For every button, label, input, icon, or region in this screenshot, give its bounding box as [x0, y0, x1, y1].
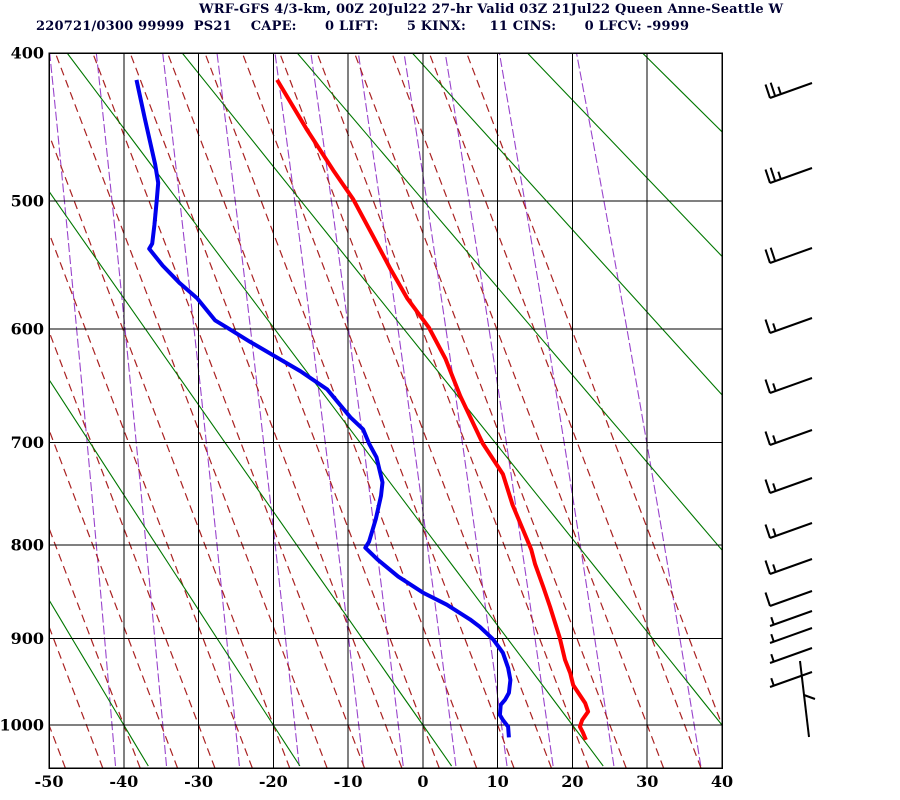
moist-adiabat-line: [428, 53, 702, 768]
moist-adiabat-line: [166, 53, 440, 768]
moist-adiabat-line: [49, 526, 141, 768]
moist-adiabat-line: [353, 53, 627, 768]
temperature-curve: [275, 78, 591, 741]
wind-barb: [769, 671, 813, 688]
wind-barb: [764, 590, 813, 607]
temperature-tick-labels: -50 -40 -30 -20 -10 0 10 20 30 40: [35, 772, 734, 791]
surface-wind-barb: [799, 660, 816, 738]
wind-barb: [764, 429, 813, 446]
mixing-ratio-line: [162, 53, 240, 767]
mixing-ratio-lines: [49, 53, 702, 767]
wind-barbs: [764, 82, 816, 738]
mixing-ratio-line: [498, 53, 615, 767]
dry-adiabat-line: [527, 53, 722, 258]
dry-adiabat-line: [181, 53, 722, 726]
temperature-tick-label: 10: [487, 772, 509, 791]
moist-adiabat-line: [0, 53, 28, 768]
temperature-tick-label: -20: [259, 772, 288, 791]
wind-barb: [764, 477, 813, 494]
wind-barb: [764, 317, 813, 334]
temperature-tick-label: 30: [636, 772, 658, 791]
wind-barb: [764, 377, 813, 394]
wind-barb: [769, 610, 813, 627]
wind-barb: [764, 167, 813, 184]
pressure-tick-label: 700: [11, 433, 44, 452]
wind-barb: [764, 522, 813, 539]
mixing-ratio-line: [403, 53, 508, 767]
dry-adiabat-line: [296, 53, 722, 551]
moist-adiabat-line: [54, 53, 328, 768]
dry-adiabat-line: [66, 53, 604, 767]
temperature-tick-label: -40: [109, 772, 138, 791]
wind-barb: [764, 247, 813, 264]
dry-adiabat-line: [642, 53, 722, 133]
temperature-tick-label: -10: [334, 772, 363, 791]
pressure-tick-labels: 400 500 600 700 800 900 1000: [0, 44, 44, 735]
moist-adiabat-line: [49, 428, 179, 768]
wind-barb: [764, 82, 813, 99]
temperature-tick-label: -50: [35, 772, 64, 791]
moist-adiabat-lines: [0, 53, 722, 768]
mixing-ratio-line: [357, 53, 457, 767]
moist-adiabat-line: [49, 329, 216, 768]
mixing-ratio-line: [49, 53, 117, 767]
pressure-tick-label: 1000: [0, 716, 44, 735]
mixing-ratio-line: [575, 53, 702, 767]
dry-adiabat-line: [411, 53, 722, 396]
moist-adiabat-line: [316, 53, 590, 768]
temperature-tick-label: -30: [184, 772, 213, 791]
mixing-ratio-line: [274, 53, 364, 767]
chart-subtitle-indices: 220721/0300 99999 PS21 CAPE: 0 LIFT: 5 K…: [36, 19, 690, 34]
dry-adiabat-lines: [49, 53, 722, 767]
moist-adiabat-line: [391, 53, 665, 768]
moist-adiabat-line: [49, 723, 66, 768]
temperature-trace: [275, 78, 591, 741]
dewpoint-trace: [134, 79, 513, 738]
wind-barb: [769, 647, 813, 664]
moist-adiabat-line: [279, 53, 552, 768]
moist-adiabat-line: [49, 231, 253, 768]
wind-barb: [769, 627, 813, 644]
moist-adiabat-line: [49, 624, 104, 768]
pressure-tick-label: 600: [11, 319, 44, 338]
chart-title: WRF-GFS 4/3-km, 00Z 20Jul22 27-hr Valid …: [199, 2, 784, 17]
mixing-ratio-line: [310, 53, 404, 767]
mixing-ratio-line: [95, 53, 168, 767]
dry-adiabat-line: [49, 598, 149, 767]
pressure-tick-label: 800: [11, 535, 44, 554]
grid-lines: [48, 52, 723, 769]
mixing-ratio-line: [216, 53, 300, 767]
moist-adiabat-line: [49, 132, 291, 768]
moist-adiabat-line: [204, 53, 478, 768]
pressure-tick-label: 500: [11, 191, 44, 210]
temperature-tick-label: 20: [561, 772, 583, 791]
mixing-ratio-line: [444, 53, 554, 767]
moist-adiabat-line: [241, 53, 515, 768]
pressure-tick-label: 400: [11, 44, 44, 63]
dry-adiabat-line: [49, 378, 301, 767]
dewpoint-curve: [134, 79, 513, 738]
pressure-tick-label: 900: [11, 629, 44, 648]
moist-adiabat-line: [129, 53, 403, 768]
plot-frame: [48, 52, 723, 769]
wind-barb: [764, 558, 813, 575]
dry-adiabat-line: [49, 190, 453, 767]
moist-adiabat-line: [92, 53, 366, 768]
temperature-tick-label: 40: [711, 772, 733, 791]
temperature-tick-label: 0: [417, 772, 428, 791]
